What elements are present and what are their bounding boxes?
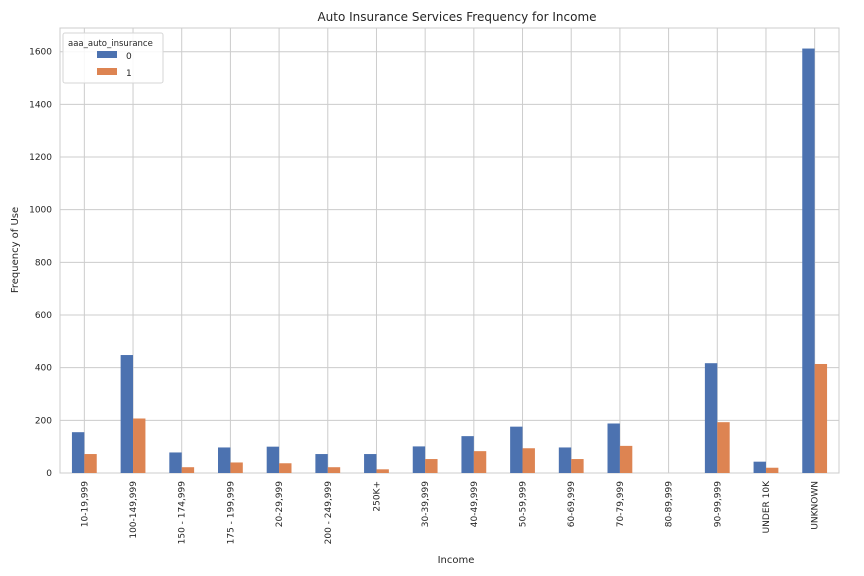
chart-title: Auto Insurance Services Frequency for In… xyxy=(317,10,596,24)
bar-series-1 xyxy=(571,459,584,473)
bar-series-0 xyxy=(120,355,134,473)
bar-series-1 xyxy=(765,467,779,473)
x-tick-labels: 10-19,999 100-149,999 150 - 174,999 175 - 1… xyxy=(80,480,820,544)
legend-label-0: 0 xyxy=(126,52,132,62)
y-tick-label: 1200 xyxy=(29,153,52,163)
y-tick-label: 400 xyxy=(35,364,52,374)
bar-series-0 xyxy=(218,447,231,473)
y-tick-label: 600 xyxy=(35,311,52,321)
y-tick-labels: 0 200 400 600 800 1000 1200 1400 1600 xyxy=(29,48,52,479)
bar-series-0 xyxy=(461,436,474,473)
y-tick-label: 1600 xyxy=(29,48,52,58)
bar-series-1 xyxy=(133,418,146,473)
bar-series-1 xyxy=(473,451,487,473)
legend: aaa_auto_insurance 0 1 xyxy=(62,32,164,84)
x-tick-label: 200 - 249,999 xyxy=(324,481,334,545)
bar-series-0 xyxy=(510,426,523,473)
legend-title: aaa_auto_insurance xyxy=(68,39,153,49)
bar-series-1 xyxy=(619,445,633,473)
legend-label-1: 1 xyxy=(126,69,132,79)
x-tick-label: 50-59,999 xyxy=(519,481,529,527)
bar-series-0 xyxy=(753,461,766,473)
bar-series-1 xyxy=(814,363,828,473)
bars xyxy=(71,48,828,474)
bar-series-1 xyxy=(327,467,341,473)
legend-swatch-0 xyxy=(97,51,117,58)
x-tick-label: 175 - 199,999 xyxy=(226,481,236,545)
x-tick-label: 60-69,999 xyxy=(567,481,577,527)
x-tick-label: 100-149,999 xyxy=(129,481,139,539)
x-tick-label: UNDER 10K xyxy=(762,480,772,534)
bar-series-0 xyxy=(315,454,328,473)
x-tick-label: 20-29,999 xyxy=(275,481,285,527)
bar-series-0 xyxy=(364,454,377,473)
bar-series-1 xyxy=(522,448,535,473)
bar-series-1 xyxy=(425,459,438,473)
x-axis-label: Income xyxy=(438,555,475,566)
bar-series-1 xyxy=(230,462,243,473)
bar-series-0 xyxy=(71,432,85,473)
y-tick-label: 200 xyxy=(35,416,52,426)
bar-series-0 xyxy=(607,423,620,473)
x-tick-label: 250K+ xyxy=(372,481,382,512)
x-tick-label: 150 - 174,999 xyxy=(178,481,188,545)
x-tick-label: 30-39,999 xyxy=(421,481,431,527)
bar-series-1 xyxy=(84,454,97,473)
y-tick-label: 0 xyxy=(46,469,52,479)
bar-series-0 xyxy=(558,447,572,473)
x-tick-label: 40-49,999 xyxy=(470,481,480,527)
bar-series-0 xyxy=(802,48,815,474)
x-tick-label: 80-89,999 xyxy=(665,481,675,527)
bar-series-1 xyxy=(376,469,389,473)
bar-series-0 xyxy=(169,452,182,473)
bar-series-0 xyxy=(412,446,426,473)
bar-series-0 xyxy=(266,446,280,473)
y-tick-label: 1000 xyxy=(29,206,52,216)
bar-series-1 xyxy=(717,422,730,473)
x-tick-label: UNKNOWN xyxy=(811,481,821,530)
y-tick-label: 800 xyxy=(35,258,52,268)
bar-series-1 xyxy=(279,463,292,473)
x-tick-label: 10-19,999 xyxy=(80,481,90,527)
gridlines xyxy=(60,28,839,474)
plot-area-frame xyxy=(59,27,840,474)
bar-series-0 xyxy=(704,363,718,473)
y-axis-label: Frequency of Use xyxy=(10,207,21,293)
legend-swatch-1 xyxy=(97,68,117,75)
x-tick-label: 90-99,999 xyxy=(713,481,723,527)
y-tick-label: 1400 xyxy=(29,100,52,110)
x-tick-label: 70-79,999 xyxy=(616,481,626,527)
bar-series-1 xyxy=(181,467,195,473)
